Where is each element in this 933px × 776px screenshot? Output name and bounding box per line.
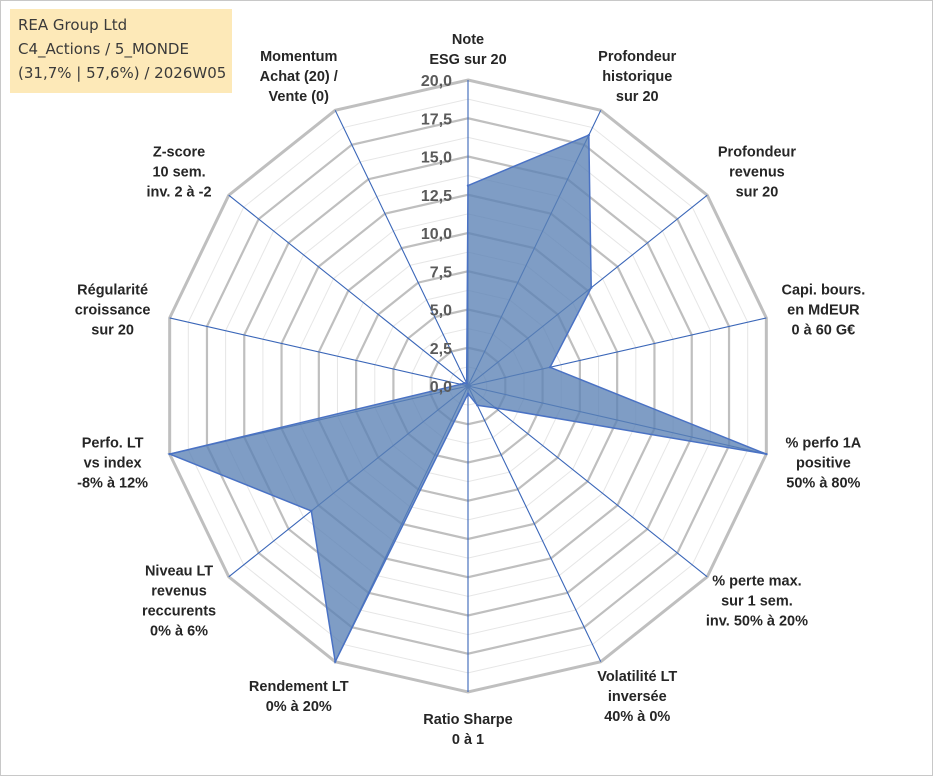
axis-label-line: Niveau LT [145, 563, 213, 579]
axis-label-line: Rendement LT [249, 679, 349, 695]
axis-label-line: Vente (0) [269, 89, 330, 105]
data-point [459, 383, 462, 386]
title-company: REA Group Ltd [18, 16, 128, 34]
axis-label-line: 0% à 20% [266, 699, 332, 715]
axis-label-line: Profondeur [598, 49, 676, 65]
axis-label: Capi. bours. en MdEUR 0 à 60 G€ [781, 282, 865, 338]
axis-label: Profondeur historique sur 20 [598, 49, 676, 105]
axis-label-line: Ratio Sharpe [423, 712, 512, 728]
data-point [548, 366, 552, 369]
axis-label: Volatilité LT inversée 40% à 0% [597, 669, 677, 725]
axis-label-line: reccurents [142, 603, 216, 619]
data-point [587, 133, 591, 137]
axis-spoke [467, 385, 602, 662]
axis-spoke [228, 194, 469, 387]
axis-label-line: revenus [151, 583, 207, 599]
axis-label: Note ESG sur 20 [429, 32, 506, 68]
title-category: C4_Actions / 5_MONDE [18, 40, 189, 58]
title-stats: (31,7% | 57,6%) / 2026W05 [18, 64, 227, 82]
axis-label-line: 0% à 6% [150, 623, 208, 639]
tick-label: 20,0 [421, 73, 452, 90]
axis-label-line: -8% à 12% [77, 476, 148, 492]
axis-label: Profondeur revenus sur 20 [718, 145, 796, 201]
axis-label-line: Régularité [77, 282, 148, 298]
data-point [466, 184, 470, 187]
axis-label: Ratio Sharpe 0 à 1 [423, 712, 512, 748]
axis-label: Niveau LT revenus reccurents 0% à 6% [142, 563, 216, 639]
axis-spoke [169, 317, 469, 387]
axis-label-line: vs index [84, 456, 142, 472]
axis-label: % perfo 1A positive 50% à 80% [786, 436, 862, 492]
axis-label: Z-score 10 sem. inv. 2 à -2 [147, 145, 212, 201]
tick-label: 2,5 [430, 341, 452, 358]
axis-label-line: inv. 50% à 20% [706, 613, 808, 629]
axis-label-line: 10 sem. [152, 165, 205, 181]
axis-label-line: inversée [608, 689, 667, 705]
axis-label-line: % perte max. [712, 573, 801, 589]
axis-label-line: Volatilité LT [597, 669, 677, 685]
axis-label-line: Profondeur [718, 145, 796, 161]
data-point [463, 381, 466, 385]
axis-label-line: 50% à 80% [786, 476, 860, 492]
axis-label-line: Achat (20) / [260, 69, 338, 85]
axis-label-line: 0 à 60 G€ [792, 322, 856, 338]
data-point [494, 406, 497, 410]
axis-label-line: inv. 2 à -2 [147, 185, 212, 201]
axis-label-line: sur 20 [736, 185, 779, 201]
axis-label-line: revenus [729, 165, 785, 181]
tick-label: 10,0 [421, 226, 452, 243]
data-point [476, 404, 479, 407]
axis-label-line: croissance [75, 302, 151, 318]
axis-label-line: Momentum [260, 49, 337, 65]
data-point [765, 452, 768, 456]
tick-label: 7,5 [430, 264, 452, 281]
axis-label-line: ESG sur 20 [429, 52, 506, 68]
data-point [466, 392, 470, 395]
tick-label: 5,0 [430, 303, 452, 320]
axis-spoke [334, 110, 469, 387]
axis-label: Perfo. LT vs index -8% à 12% [77, 436, 148, 492]
axis-label-line: positive [796, 456, 851, 472]
data-point [465, 382, 468, 385]
tick-label: 15,0 [421, 150, 452, 167]
tick-label: 12,5 [421, 188, 452, 205]
data-point [334, 660, 337, 663]
axis-spoke [467, 385, 708, 578]
axis-label-line: sur 20 [91, 322, 134, 338]
axis-label-line: sur 1 sem. [721, 593, 793, 609]
tick-label: 17,5 [421, 111, 452, 128]
axis-label: Rendement LT 0% à 20% [249, 679, 349, 715]
axis-label-line: 0 à 1 [452, 732, 484, 748]
axis-label-line: sur 20 [616, 89, 659, 105]
data-point [590, 286, 593, 289]
data-point [310, 509, 313, 513]
axis-label: Régularité croissance sur 20 [75, 282, 151, 338]
axis-label-line: % perfo 1A [786, 436, 862, 452]
axis-label: % perte max. sur 1 sem. inv. 50% à 20% [706, 573, 808, 629]
axis-label-line: Note [452, 32, 484, 48]
axis-label: Momentum Achat (20) / Vente (0) [260, 49, 338, 105]
tick-label: 0,0 [430, 379, 452, 396]
axis-label-line: Perfo. LT [82, 436, 144, 452]
axis-label-line: historique [602, 69, 672, 85]
chart-title-box: REA Group Ltd C4_Actions / 5_MONDE (31,7… [10, 9, 232, 93]
axis-label-line: Z-score [153, 145, 205, 161]
axis-label-line: en MdEUR [787, 302, 860, 318]
data-point [168, 452, 171, 456]
axis-label-line: 40% à 0% [604, 709, 670, 725]
axis-label-line: Capi. bours. [781, 282, 865, 298]
